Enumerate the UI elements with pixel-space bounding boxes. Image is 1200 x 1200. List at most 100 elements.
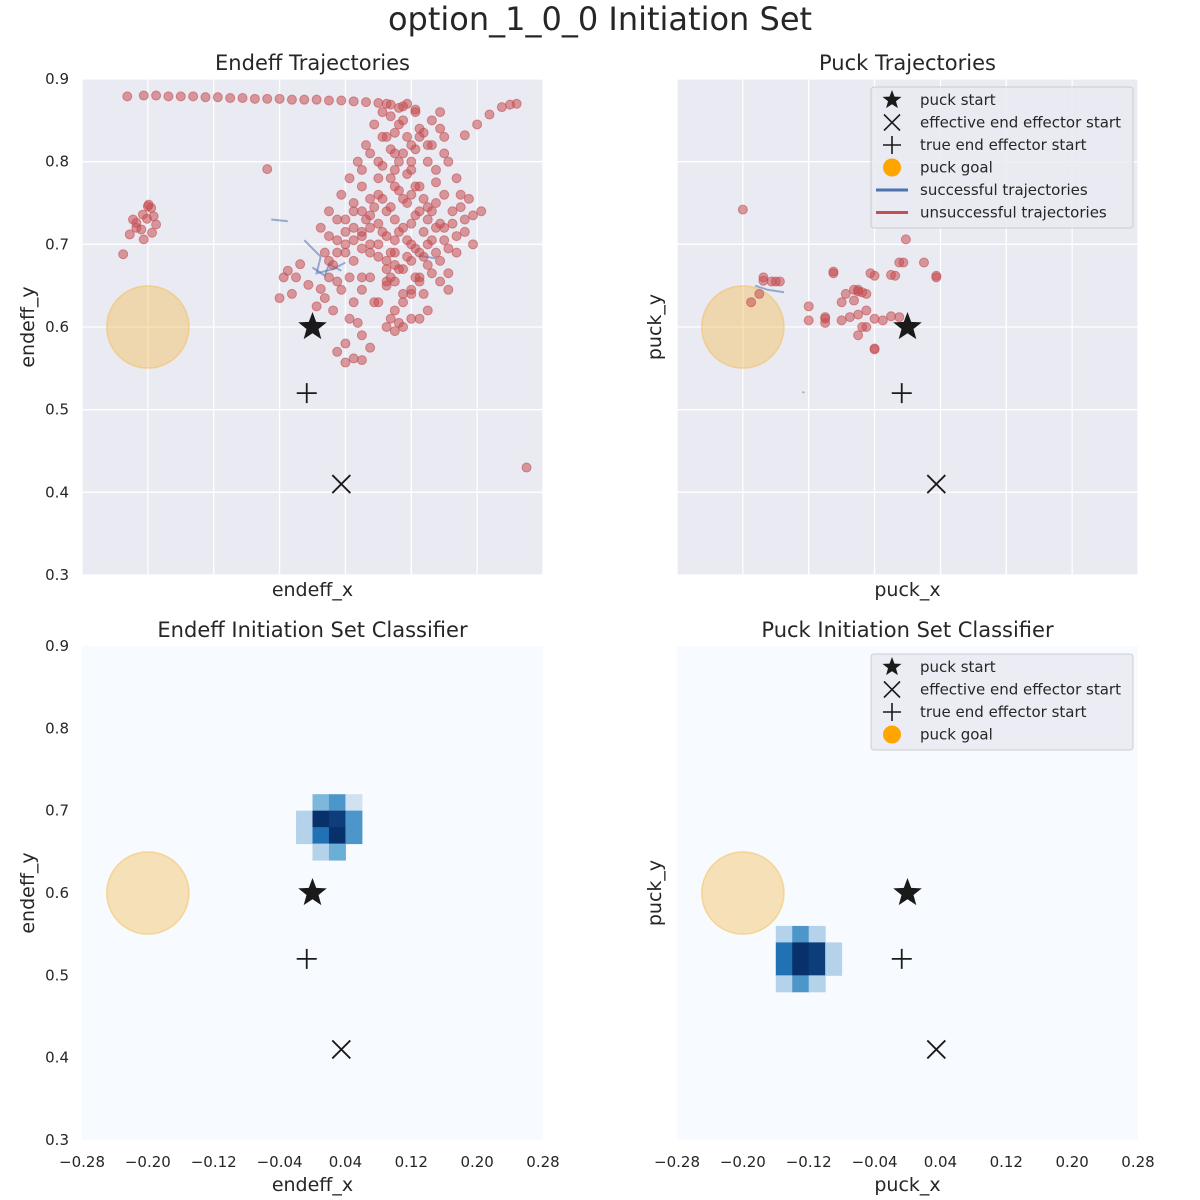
x-tick-label: 0.04 xyxy=(329,1153,362,1171)
unsuccessful-point xyxy=(414,313,425,324)
y-tick-label: 0.9 xyxy=(45,70,69,88)
unsuccessful-point xyxy=(377,193,388,204)
unsuccessful-point xyxy=(323,206,334,217)
puck-start-marker xyxy=(298,878,327,906)
y-tick-label: 0.6 xyxy=(45,884,69,902)
unsuccessful-point xyxy=(918,257,929,268)
heatmap-cell xyxy=(792,925,810,943)
unsuccessful-point xyxy=(311,301,322,312)
y-tick-label: 0.4 xyxy=(45,483,69,501)
unsuccessful-point xyxy=(332,346,343,357)
unsuccessful-point xyxy=(340,357,351,368)
unsuccessful-point xyxy=(385,111,396,122)
unsuccessful-point xyxy=(484,109,495,120)
panel-title: Endeff Trajectories xyxy=(215,51,410,75)
unsuccessful-point xyxy=(389,326,400,337)
unsuccessful-point xyxy=(356,330,367,341)
successful-trajectory xyxy=(802,391,805,394)
unsuccessful-point xyxy=(365,193,376,204)
x-tick-label: −0.04 xyxy=(257,1153,303,1171)
unsuccessful-point xyxy=(451,247,462,258)
unsuccessful-point xyxy=(356,206,367,217)
unsuccessful-point xyxy=(511,98,522,109)
unsuccessful-point xyxy=(142,213,153,224)
unsuccessful-point xyxy=(323,272,334,283)
unsuccessful-point xyxy=(332,276,343,287)
unsuccessful-point xyxy=(422,214,433,225)
unsuccessful-point xyxy=(836,297,847,308)
unsuccessful-point xyxy=(393,102,404,113)
heatmap-cell xyxy=(312,827,330,845)
unsuccessful-point xyxy=(410,243,421,254)
unsuccessful-point xyxy=(336,95,347,106)
legend-label: effective end effector start xyxy=(920,681,1121,699)
unsuccessful-point xyxy=(402,235,413,246)
unsuccessful-point xyxy=(340,239,351,250)
heatmap-cell xyxy=(775,925,793,943)
unsuccessful-point xyxy=(344,272,355,283)
unsuccessful-point xyxy=(435,107,446,118)
unsuccessful-point xyxy=(352,317,363,328)
unsuccessful-point xyxy=(286,288,297,299)
legend-frame xyxy=(870,86,1134,229)
unsuccessful-point xyxy=(356,243,367,254)
unsuccessful-point xyxy=(398,297,409,308)
unsuccessful-point xyxy=(406,164,417,175)
unsuccessful-point xyxy=(128,214,139,225)
unsuccessful-point xyxy=(365,222,376,233)
unsuccessful-point xyxy=(869,313,880,324)
puck-start-marker xyxy=(893,878,922,906)
unsuccessful-point xyxy=(373,173,384,184)
y-tick-label: 0.7 xyxy=(45,802,69,820)
unsuccessful-point xyxy=(410,107,421,118)
unsuccessful-point xyxy=(468,210,479,221)
x-tick-label: −0.12 xyxy=(786,1153,832,1171)
unsuccessful-point xyxy=(332,247,343,258)
unsuccessful-point xyxy=(426,115,437,126)
unsuccessful-point xyxy=(303,279,314,290)
unsuccessful-point xyxy=(381,280,392,291)
unsuccessful-point xyxy=(435,255,446,266)
unsuccessful-point xyxy=(291,272,302,283)
unsuccessful-point xyxy=(443,156,454,167)
panel-puck_trajectories: Puck Trajectories puck_x puck_y puck start e… xyxy=(644,51,1139,601)
unsuccessful-point xyxy=(398,148,409,159)
x-tick-label: −0.28 xyxy=(654,1153,700,1171)
legend-label: effective end effector start xyxy=(920,114,1121,132)
unsuccessful-point xyxy=(385,272,396,283)
unsuccessful-point xyxy=(356,181,367,192)
heatmap-cell xyxy=(296,810,313,828)
unsuccessful-point xyxy=(340,226,351,237)
unsuccessful-point xyxy=(435,276,446,287)
unsuccessful-point xyxy=(328,305,339,316)
unsuccessful-point xyxy=(365,239,376,250)
unsuccessful-point xyxy=(348,255,359,266)
legend-star-icon xyxy=(882,657,902,676)
unsuccessful-point xyxy=(900,234,911,245)
legend-label: true end effector start xyxy=(920,703,1087,721)
unsuccessful-point xyxy=(402,98,413,109)
true-end-effector-start-marker xyxy=(296,948,317,969)
heatmap-cell xyxy=(328,827,346,845)
unsuccessful-point xyxy=(410,181,421,192)
unsuccessful-point xyxy=(356,355,367,366)
unsuccessful-point xyxy=(319,247,330,258)
unsuccessful-point xyxy=(381,264,392,275)
unsuccessful-point xyxy=(439,189,450,200)
unsuccessful-point xyxy=(381,322,392,332)
unsuccessful-point xyxy=(389,214,400,225)
unsuccessful-point xyxy=(344,173,355,184)
unsuccessful-point xyxy=(894,312,905,323)
unsuccessful-point xyxy=(840,288,851,299)
unsuccessful-point xyxy=(143,199,154,210)
unsuccessful-point xyxy=(393,119,404,130)
unsuccessful-point xyxy=(249,93,260,104)
legend-x-icon xyxy=(883,113,901,132)
y-tick-label: 0.6 xyxy=(45,318,69,336)
unsuccessful-point xyxy=(430,164,441,175)
unsuccessful-point xyxy=(451,231,462,242)
unsuccessful-point xyxy=(361,97,372,108)
unsuccessful-point xyxy=(348,222,359,233)
unsuccessful-point xyxy=(122,91,133,102)
